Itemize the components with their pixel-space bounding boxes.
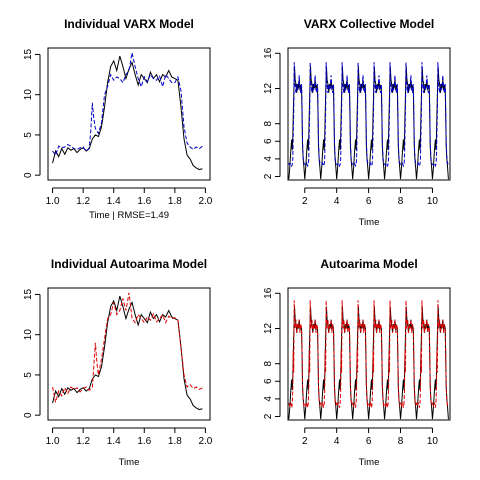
x-axis-title: Time [119, 457, 140, 468]
y-tick-label: 4 [263, 396, 274, 402]
y-tick-label: 5 [23, 372, 34, 378]
x-axis-title: Time [359, 457, 380, 468]
series-line-fitted [52, 292, 203, 403]
series-line-actual [52, 295, 203, 411]
series-line-actual [288, 66, 449, 180]
x-tick-label: 1.4 [107, 436, 121, 447]
series-line-actual [52, 55, 203, 171]
x-tick-label: 10 [427, 196, 439, 207]
y-tick-label: 6 [263, 138, 274, 144]
chart-panel-2: VARX Collective Model 2 4 6 8 10 2 4 6 8 12 16 Time [263, 17, 451, 228]
x-tick-label: 1.0 [46, 196, 60, 207]
series-line-fitted [288, 300, 449, 408]
plot-frame [47, 47, 211, 181]
x-axis-title: Time | RMSE=1.49 [89, 210, 169, 221]
y-tick-label: 16 [263, 287, 274, 299]
y-tick-label: 5 [23, 132, 34, 138]
x-tick-label: 2 [302, 196, 308, 207]
y-tick-label: 8 [263, 360, 274, 366]
chart-panel-4: Autoarima Model 2 4 6 8 10 2 4 6 8 12 16 Time [263, 257, 451, 468]
x-tick-label: 8 [398, 436, 404, 447]
plot-frame [47, 287, 211, 421]
y-tick-label: 16 [263, 47, 274, 59]
x-tick-label: 8 [398, 196, 404, 207]
y-tick-label: 2 [263, 173, 274, 179]
y-tick-label: 10 [23, 329, 34, 341]
x-tick-label: 4 [334, 436, 340, 447]
chart-title: Individual Autoarima Model [51, 257, 207, 271]
x-tick-label: 1.0 [46, 436, 60, 447]
chart-title: VARX Collective Model [304, 17, 434, 31]
y-tick-label: 0 [23, 172, 34, 178]
y-tick-label: 10 [23, 89, 34, 101]
x-tick-label: 4 [334, 196, 340, 207]
plot-frame [287, 287, 451, 421]
series-line-actual [288, 306, 449, 420]
x-tick-label: 1.8 [168, 196, 182, 207]
x-tick-label: 6 [366, 436, 372, 447]
x-tick-label: 2.0 [198, 196, 212, 207]
x-tick-label: 1.4 [107, 196, 121, 207]
x-axis-title: Time [359, 217, 380, 228]
series-line-fitted [52, 52, 203, 157]
chart-title: Autoarima Model [320, 257, 417, 271]
chart-panel-1: Individual VARX Model 1.0 1.2 1.4 1.6 1.8 2.0 0… [23, 17, 213, 221]
chart-title: Individual VARX Model [64, 17, 194, 31]
y-tick-label: 15 [23, 288, 34, 300]
y-tick-label: 4 [263, 156, 274, 162]
x-tick-label: 6 [366, 196, 372, 207]
x-tick-label: 2 [302, 436, 308, 447]
x-tick-label: 1.2 [76, 196, 90, 207]
chart-panel-3: Individual Autoarima Model 1.0 1.2 1.4 1.6 1.… [23, 257, 213, 468]
y-tick-label: 2 [263, 413, 274, 419]
plot-frame [287, 47, 451, 181]
y-tick-label: 12 [263, 82, 274, 94]
y-tick-label: 8 [263, 120, 274, 126]
x-tick-label: 1.8 [168, 436, 182, 447]
y-tick-label: 0 [23, 412, 34, 418]
y-tick-label: 12 [263, 322, 274, 334]
y-tick-label: 6 [263, 378, 274, 384]
x-tick-label: 1.6 [137, 436, 151, 447]
x-tick-label: 1.2 [76, 436, 90, 447]
x-tick-label: 2.0 [198, 436, 212, 447]
x-tick-label: 10 [427, 436, 439, 447]
y-tick-label: 15 [23, 48, 34, 60]
series-line-fitted [288, 62, 449, 168]
x-tick-label: 1.6 [137, 196, 151, 207]
